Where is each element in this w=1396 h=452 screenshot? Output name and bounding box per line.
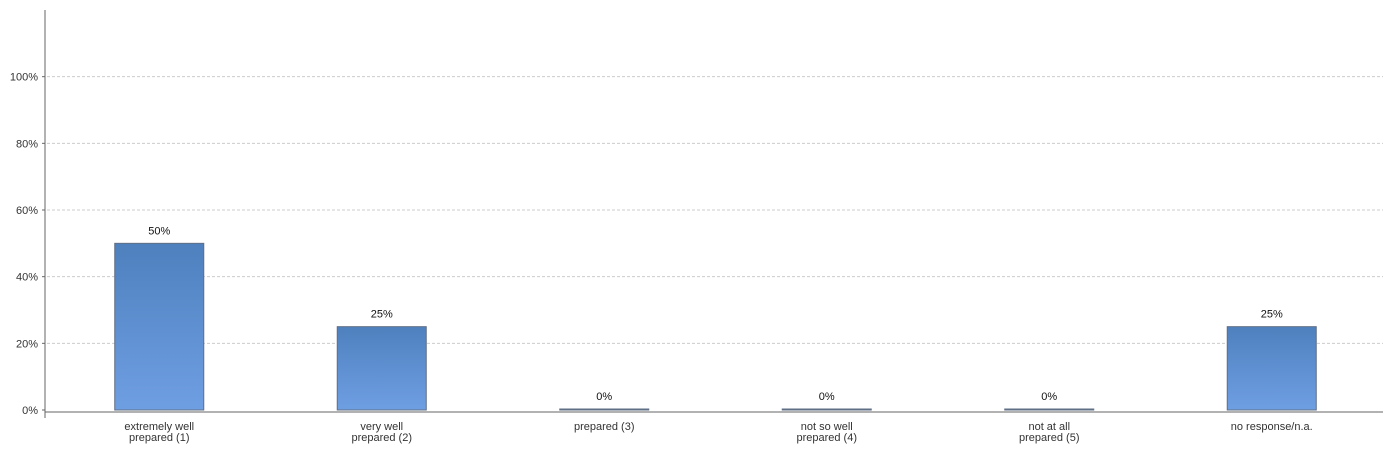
y-tick-label: 60% [16,205,38,217]
data-label: 25% [371,309,393,321]
x-category-label: prepared (2) [351,432,412,444]
gridlines [47,76,1383,344]
data-label: 0% [596,391,612,403]
bar [1226,326,1317,411]
data-label: 25% [1261,309,1283,321]
y-tick-labels: 0% 20% 40% 60% 80% 100% [10,72,45,417]
y-tick-label: 80% [16,138,38,150]
x-category-label: prepared (4) [796,432,857,444]
data-label: 50% [148,225,170,237]
x-category-label: extremely well [124,421,194,433]
x-category-label: not at all [1028,421,1070,433]
data-labels: 50% 25% 0% 0% 0% 25% [148,225,1283,403]
y-tick-label: 40% [16,272,38,284]
x-category-label: prepared (1) [129,432,190,444]
axes [44,10,1383,418]
bars [114,242,1317,411]
bar [781,408,872,411]
data-label: 0% [819,391,835,403]
y-tick-label: 100% [10,72,38,84]
y-tick-label: 0% [22,405,38,417]
x-category-label: prepared (3) [574,421,635,433]
bar [1004,408,1095,411]
bar [336,326,427,411]
bar [559,408,650,411]
x-category-label: not so well [801,421,853,433]
y-tick-label: 20% [16,338,38,350]
data-label: 0% [1041,391,1057,403]
bar [114,242,205,411]
x-category-label: very well [360,421,403,433]
x-category-label: no response/n.a. [1231,421,1313,433]
x-category-label: prepared (5) [1019,432,1080,444]
